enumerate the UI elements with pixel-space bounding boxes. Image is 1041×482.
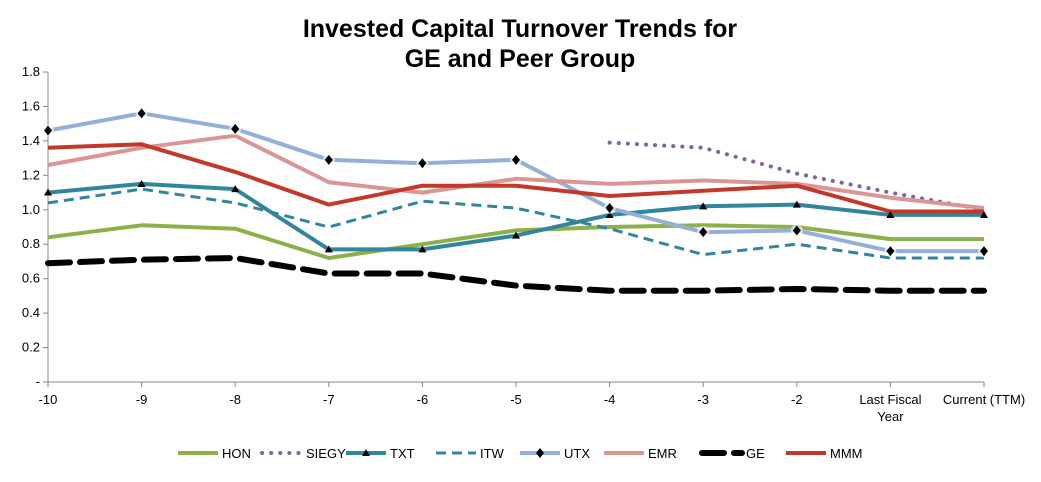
y-tick-label: 1.4 [22,133,40,148]
y-tick-label: 1.8 [22,64,40,79]
x-tick-label: -9 [136,392,148,407]
data-point-txt [418,245,427,253]
y-tick-label: 1.2 [22,167,40,182]
data-point-txt [605,210,614,218]
x-tick-label: -4 [604,392,616,407]
data-point-txt [231,185,240,193]
data-point-utx [512,154,520,165]
y-tick-label: - [36,374,40,389]
legend-label-utx: UTX [564,446,590,461]
x-tick-label: -6 [417,392,429,407]
y-tick-label: 0.2 [22,340,40,355]
data-point-utx [699,227,708,238]
x-tick-label: -3 [697,392,709,407]
x-tick-label: Current (TTM) [943,392,1025,407]
y-tick-label: 0.4 [22,305,40,320]
legend-label-ge: GE [746,446,765,461]
data-point-txt [512,231,520,239]
y-tick-label: 0.8 [22,236,40,251]
legend-label-emr: EMR [648,446,677,461]
data-point-utx [980,246,988,257]
x-tick-label: -2 [791,392,803,407]
series-line-ge [45,255,987,294]
data-point-utx [418,158,427,169]
data-point-utx [231,123,240,134]
chart-title-line-2: GE and Peer Group [404,45,636,73]
series-line-siegy [607,140,986,212]
chart-title-line-1: Invested Capital Turnover Trends for [302,15,738,43]
data-point-utx [44,125,52,136]
legend-marker-utx [536,448,544,458]
data-point-utx [137,108,146,119]
x-tick-label: -5 [510,392,522,407]
legend-label-txt: TXT [390,446,415,461]
data-point-txt [886,210,895,218]
data-point-utx [886,246,895,257]
series-line-emr [47,133,985,211]
x-tick-label: -7 [323,392,335,407]
series-line-hon [47,223,984,260]
legend-marker-txt [362,449,370,456]
x-tick-label: -10 [39,392,58,407]
series-line-mmm [47,142,984,214]
y-tick-label: 1.6 [22,98,40,113]
data-point-utx [792,225,801,236]
data-point-txt [137,179,146,187]
legend-label-itw: ITW [480,446,505,461]
x-tick-label: -8 [229,392,241,407]
legend-label-mmm: MMM [830,446,863,461]
x-tick-label: Last Fiscal Year [859,392,921,424]
data-point-txt [980,210,988,218]
data-point-txt [792,200,801,208]
legend-label-siegy: SIEGY [306,446,346,461]
chart-title: Invested Capital Turnover Trends for GE … [270,14,770,74]
data-point-txt [44,188,52,196]
y-tick-label: 0.6 [22,271,40,286]
data-point-utx [324,154,333,165]
data-point-txt [324,245,333,253]
data-point-utx [605,203,614,214]
data-point-txt [699,202,708,210]
legend-label-hon: HON [222,446,251,461]
y-tick-label: 1.0 [22,202,40,217]
